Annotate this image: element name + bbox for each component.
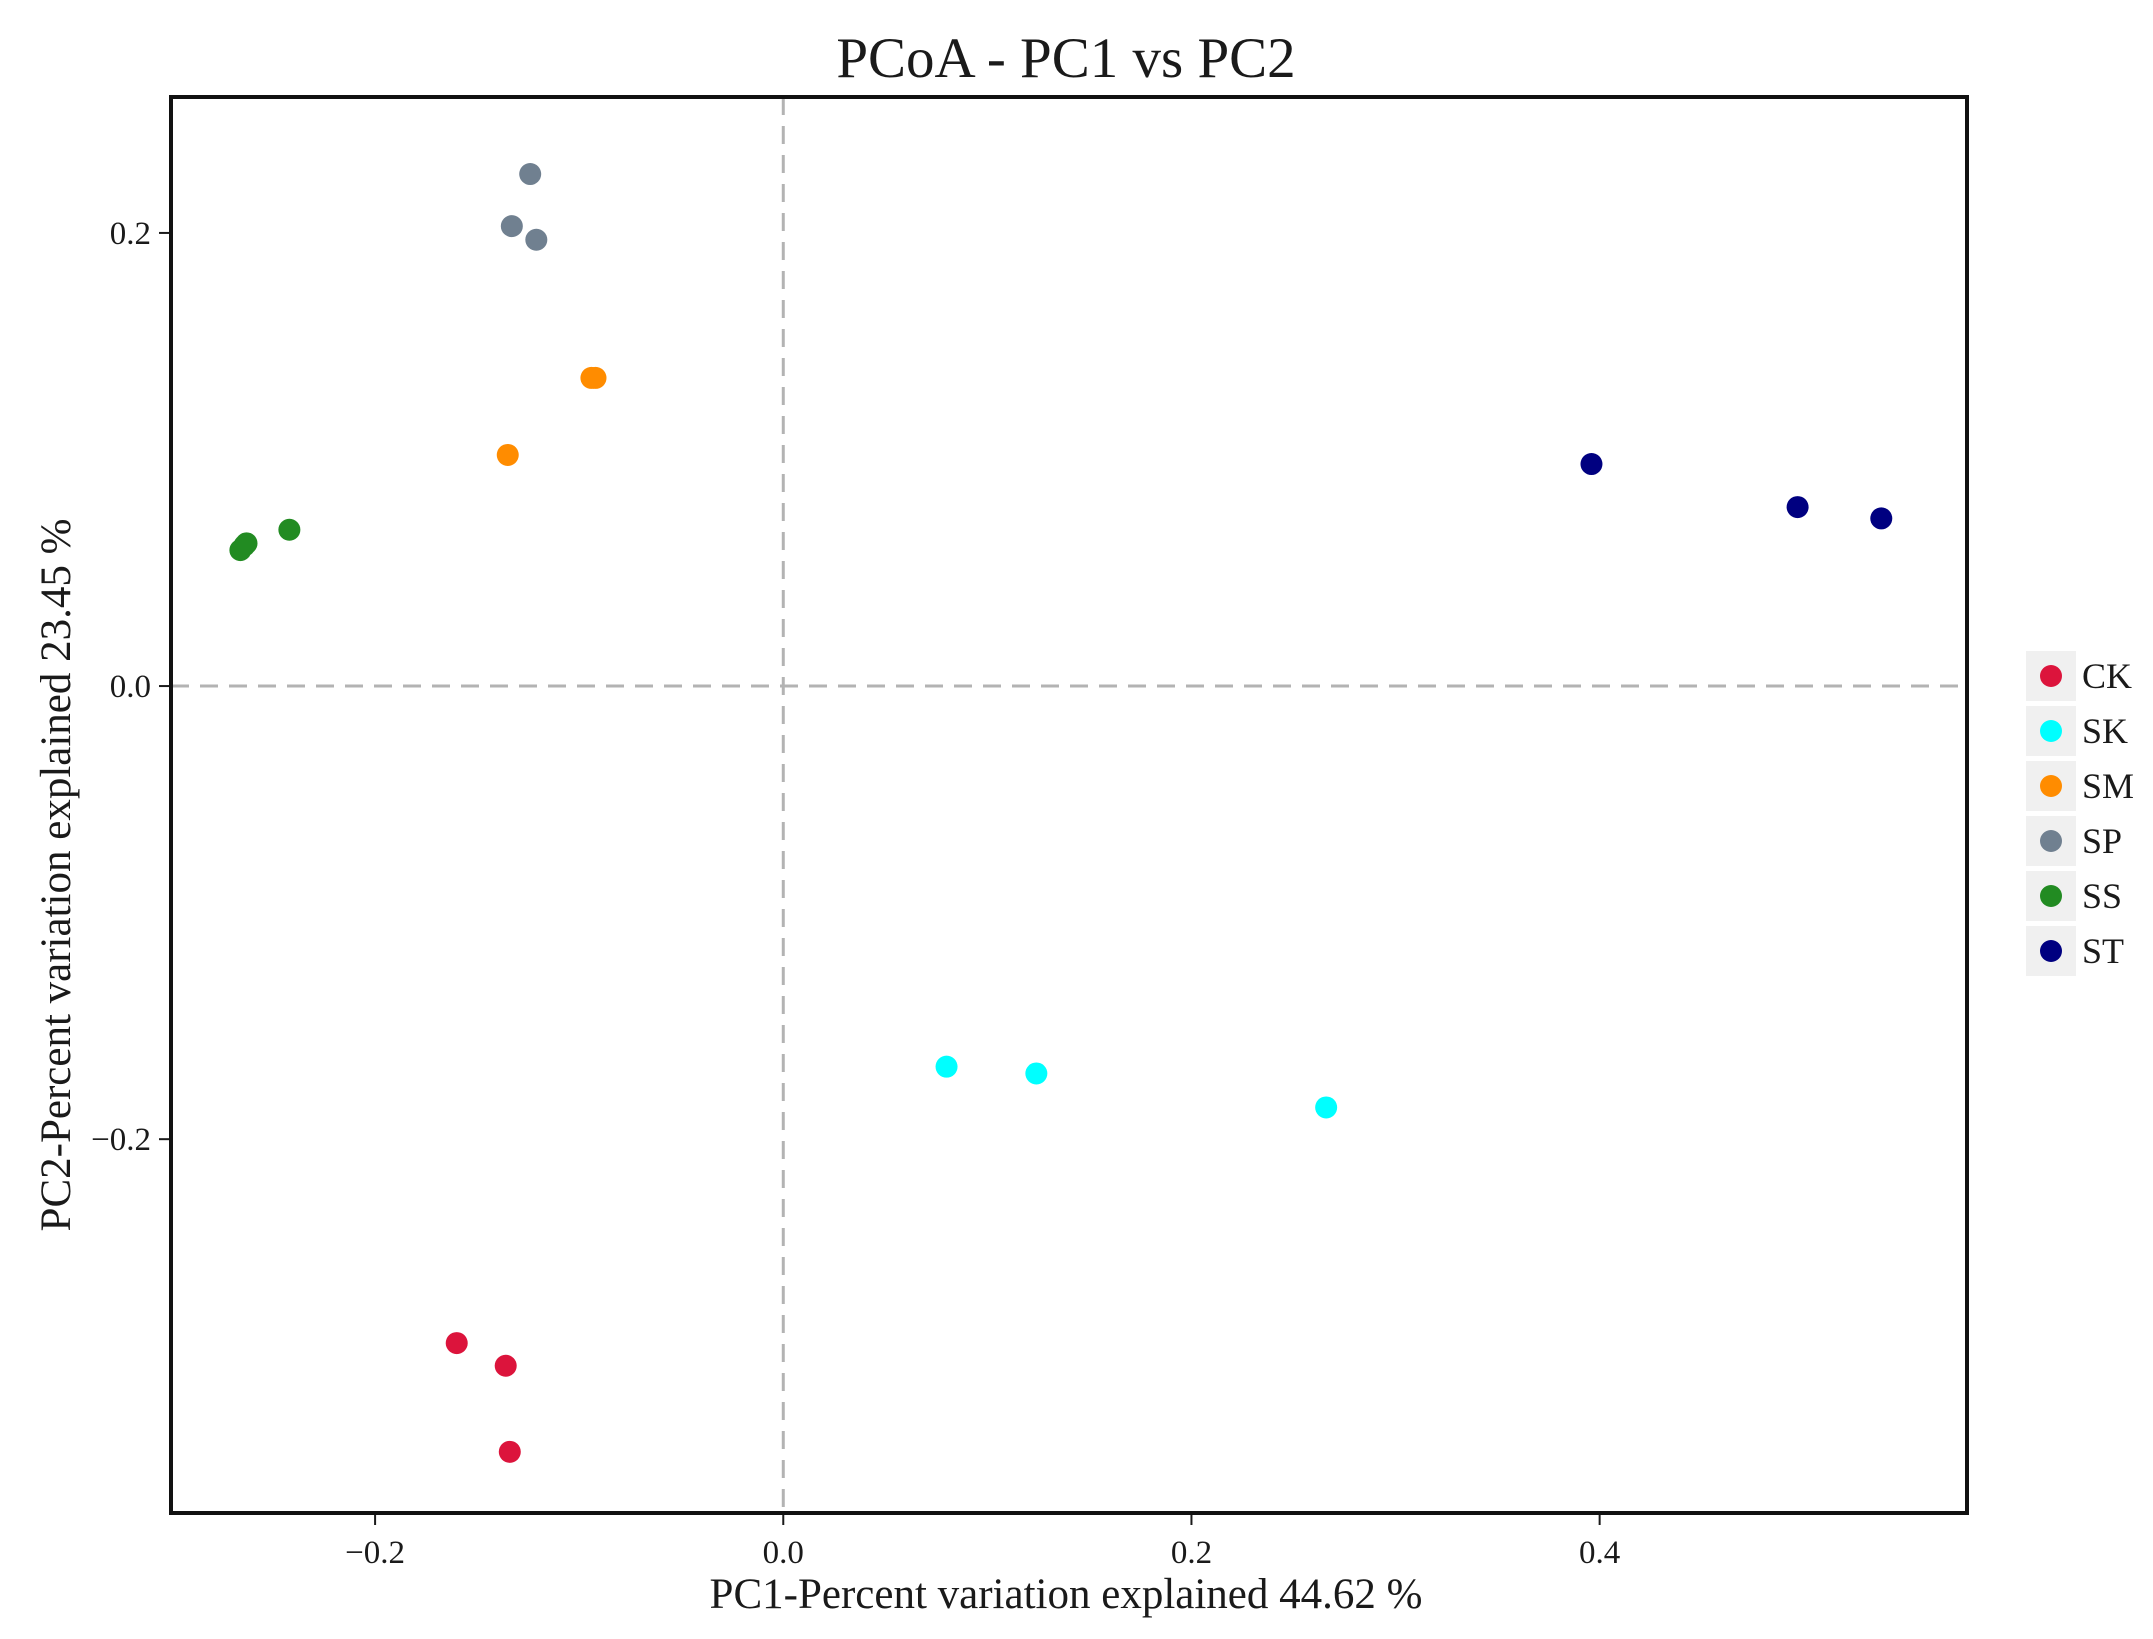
data-point-sk bbox=[1025, 1062, 1048, 1085]
y-tick-label: 0.2 bbox=[110, 216, 151, 252]
data-point-st bbox=[1870, 507, 1893, 530]
y-tick-label: 0.0 bbox=[110, 669, 151, 705]
data-point-sk bbox=[1315, 1096, 1338, 1119]
series-sk bbox=[935, 1055, 1338, 1119]
legend-label-st: ST bbox=[2082, 931, 2124, 971]
legend-label-ck: CK bbox=[2082, 656, 2132, 696]
data-point-st bbox=[1786, 496, 1809, 519]
data-point-ss bbox=[235, 532, 258, 555]
legend-label-sm: SM bbox=[2082, 766, 2134, 806]
series-ss bbox=[229, 518, 301, 562]
data-point-ck bbox=[498, 1440, 521, 1463]
data-point-st bbox=[1580, 453, 1603, 476]
series-sp bbox=[500, 163, 548, 251]
series-st bbox=[1580, 453, 1893, 530]
x-tick-label: 0.4 bbox=[1579, 1535, 1620, 1571]
series-sm bbox=[496, 366, 607, 466]
x-tick-label: −0.2 bbox=[345, 1535, 405, 1571]
legend-marker-ck bbox=[2040, 665, 2062, 687]
x-tick-label: 0.2 bbox=[1171, 1535, 1212, 1571]
legend-marker-ss bbox=[2040, 885, 2062, 907]
data-point-sm bbox=[496, 443, 519, 466]
data-point-sp bbox=[519, 163, 542, 186]
data-point-ck bbox=[494, 1354, 517, 1377]
legend-marker-sk bbox=[2040, 720, 2062, 742]
x-axis-title: PC1-Percent variation explained 44.62 % bbox=[710, 1571, 1423, 1618]
y-tick-label: −0.2 bbox=[91, 1122, 151, 1158]
data-point-sm bbox=[584, 366, 607, 389]
legend-label-sp: SP bbox=[2082, 821, 2122, 861]
plot-frame bbox=[169, 95, 1969, 1515]
legend: CK SK SM SP SS ST bbox=[2026, 651, 2134, 976]
legend-marker-st bbox=[2040, 940, 2062, 962]
data-point-ss bbox=[278, 518, 301, 541]
legend-label-ss: SS bbox=[2082, 876, 2122, 916]
series-ck bbox=[445, 1332, 521, 1463]
data-point-sp bbox=[500, 215, 523, 238]
chart-title: PCoA - PC1 vs PC2 bbox=[836, 27, 1295, 90]
legend-label-sk: SK bbox=[2082, 711, 2128, 751]
legend-marker-sm bbox=[2040, 775, 2062, 797]
data-point-ck bbox=[445, 1332, 468, 1355]
data-point-sk bbox=[935, 1055, 958, 1078]
y-axis-title: PC2-Percent variation explained 23.45 % bbox=[33, 519, 80, 1232]
plot-area: −0.2 0.0 0.2 0.4 −0.2 0.0 0.2 bbox=[91, 95, 1969, 1571]
x-tick-label: 0.0 bbox=[763, 1535, 804, 1571]
legend-marker-sp bbox=[2040, 830, 2062, 852]
data-point-sp bbox=[525, 228, 548, 251]
